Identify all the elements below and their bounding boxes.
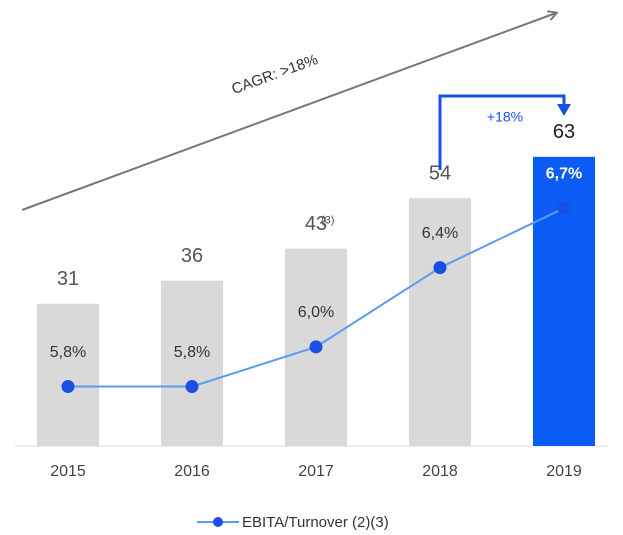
x-tick-label: 2016 [174, 463, 210, 480]
bar [409, 198, 471, 446]
line-value-label: 6,4% [422, 225, 458, 242]
line-value-label: 5,8% [174, 344, 210, 361]
growth-arrow [438, 94, 571, 170]
footnote-mark: (3) [321, 215, 334, 227]
line-value-label: 5,8% [50, 344, 86, 361]
line-marker [309, 340, 323, 354]
bar [37, 303, 99, 446]
x-tick-label: 2018 [422, 463, 458, 480]
bar [161, 280, 223, 446]
x-tick-label: 2019 [546, 463, 582, 480]
bar [533, 156, 595, 446]
cagr-arrow [21, 13, 556, 211]
line-marker [185, 380, 199, 394]
cagr-label: CAGR: >18% [229, 51, 320, 98]
line-marker [557, 201, 571, 215]
growth-label: +18% [487, 109, 523, 125]
bar-value-label: 36 [181, 245, 203, 267]
legend-marker [213, 517, 223, 527]
line-marker [433, 261, 447, 275]
bar-value-label: 31 [57, 268, 79, 290]
bar-value-label: 63 [553, 121, 575, 143]
bar-value-label: 54 [429, 162, 451, 184]
x-tick-label: 2015 [50, 463, 86, 480]
line-value-label: 6,7% [546, 165, 582, 182]
legend-label: EBITA/Turnover (2)(3) [242, 514, 389, 531]
line-value-label: 6,0% [298, 304, 334, 321]
bar-value-label: 43 [305, 213, 327, 235]
x-tick-label: 2017 [298, 463, 334, 480]
line-marker [61, 380, 75, 394]
